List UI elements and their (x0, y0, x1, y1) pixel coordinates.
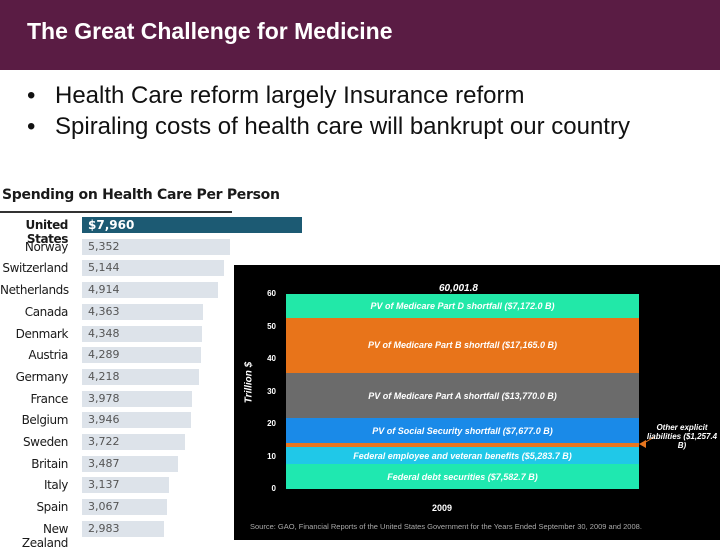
spending-bar (82, 520, 165, 537)
spending-row-country: Switzerland (2, 261, 68, 276)
spending-row-country: Norway (24, 239, 69, 254)
spending-bar (82, 282, 218, 299)
annotation-arrow-icon (639, 440, 646, 448)
spending-row-country: Denmark (15, 326, 69, 341)
liabilities-y-tick: 20 (267, 419, 276, 428)
liabilities-x-axis-label: 2009 (432, 503, 453, 513)
spending-row-country: Italy (43, 478, 68, 493)
spending-bar (82, 260, 225, 277)
spending-bar-value: 4,363 (88, 304, 120, 318)
spending-bar (82, 412, 192, 429)
liabilities-segment (286, 443, 639, 448)
spending-bar-value: 4,348 (88, 326, 120, 340)
spending-row-country: Spain (36, 500, 68, 515)
bullet-item: • Spiraling costs of health care will ba… (27, 111, 707, 142)
liabilities-y-tick: 50 (267, 321, 276, 331)
spending-bar-value: 3,067 (88, 500, 120, 514)
spending-bar-value: 5,352 (88, 239, 120, 253)
bullet-item: • Health Care reform largely Insurance r… (27, 80, 707, 111)
spending-bar (82, 477, 169, 494)
spending-bar-value: 3,978 (88, 391, 120, 405)
title-bar: The Great Challenge for Medicine (0, 0, 720, 70)
spending-bar-value: 3,137 (88, 478, 120, 492)
spending-row-country: United States (25, 218, 69, 246)
liabilities-segment: PV of Medicare Part A shortfall ($13,770… (286, 373, 639, 419)
spending-bar (82, 217, 302, 233)
spending-bar (82, 303, 203, 320)
liabilities-y-tick: 30 (267, 386, 276, 396)
spending-bar-value: 2,983 (88, 521, 120, 535)
liabilities-total-label: 60,001.8 (439, 283, 478, 294)
spending-row-country: Austria (28, 348, 68, 363)
spending-bar-value: 4,218 (88, 369, 120, 383)
liabilities-chart: 60,001.8 Trillion $ 2009 Other explicit … (234, 265, 720, 540)
spending-row-country: New Zealand (21, 521, 68, 550)
spending-row-country: Netherlands (0, 283, 69, 298)
liabilities-segment: PV of Social Security shortfall ($7,677.… (286, 418, 639, 444)
bullet-text: Health Care reform largely Insurance ref… (55, 82, 525, 109)
spending-row-country: Sweden (22, 435, 68, 449)
bullet-text: Spiraling costs of health care will bank… (55, 113, 630, 140)
spending-bar (82, 434, 185, 450)
spending-bar (82, 347, 201, 364)
spending-bar (82, 499, 167, 516)
liabilities-segment: PV of Medicare Part B shortfall ($17,165… (286, 317, 639, 374)
spending-bar (82, 368, 199, 385)
liabilities-y-axis-label: Trillion $ (243, 361, 255, 404)
bullet-glyph: • (27, 113, 36, 140)
liabilities-segment: PV of Medicare Part D shortfall ($7,172.… (286, 294, 639, 318)
spending-bar (82, 390, 192, 407)
spending-row-country: Germany (15, 369, 69, 384)
spending-bar-value: 3,487 (88, 456, 120, 470)
liabilities-y-tick: 10 (267, 451, 276, 461)
spending-bar-value: 3,722 (88, 435, 120, 448)
liabilities-y-tick: 40 (267, 354, 276, 363)
spending-chart-title: Spending on Health Care Per Person (2, 187, 280, 203)
spending-row-country: Belgium (21, 413, 69, 428)
liabilities-source: Source: GAO, Financial Reports of the Un… (250, 522, 642, 531)
liabilities-segment: Federal debt securities ($7,582.7 B) (286, 464, 639, 489)
liabilities-segment: Federal employee and veteran benefits ($… (286, 447, 639, 465)
spending-row-country: Canada (24, 304, 69, 319)
liabilities-y-tick: 60 (267, 289, 276, 298)
spending-bar-value: 4,289 (88, 348, 120, 362)
spending-bar (82, 455, 179, 472)
spending-bar-value: 4,914 (88, 283, 120, 297)
spending-row-country: Britain (31, 456, 68, 471)
spending-chart-divider (0, 211, 232, 213)
spending-bar (82, 325, 203, 342)
spending-row-country: France (30, 391, 68, 406)
spending-bar-value: $7,960 (88, 218, 135, 232)
bullet-glyph: • (27, 82, 36, 109)
bullet-list: • Health Care reform largely Insurance r… (27, 80, 707, 142)
spending-bar (82, 238, 230, 255)
spending-bar-value: 3,946 (88, 413, 120, 427)
liabilities-y-tick: 0 (271, 484, 276, 493)
liabilities-annotation: Other explicit liabilities ($1,257.4 B) (646, 423, 718, 450)
slide-title: The Great Challenge for Medicine (27, 18, 393, 44)
spending-bar-value: 5,144 (88, 261, 120, 275)
